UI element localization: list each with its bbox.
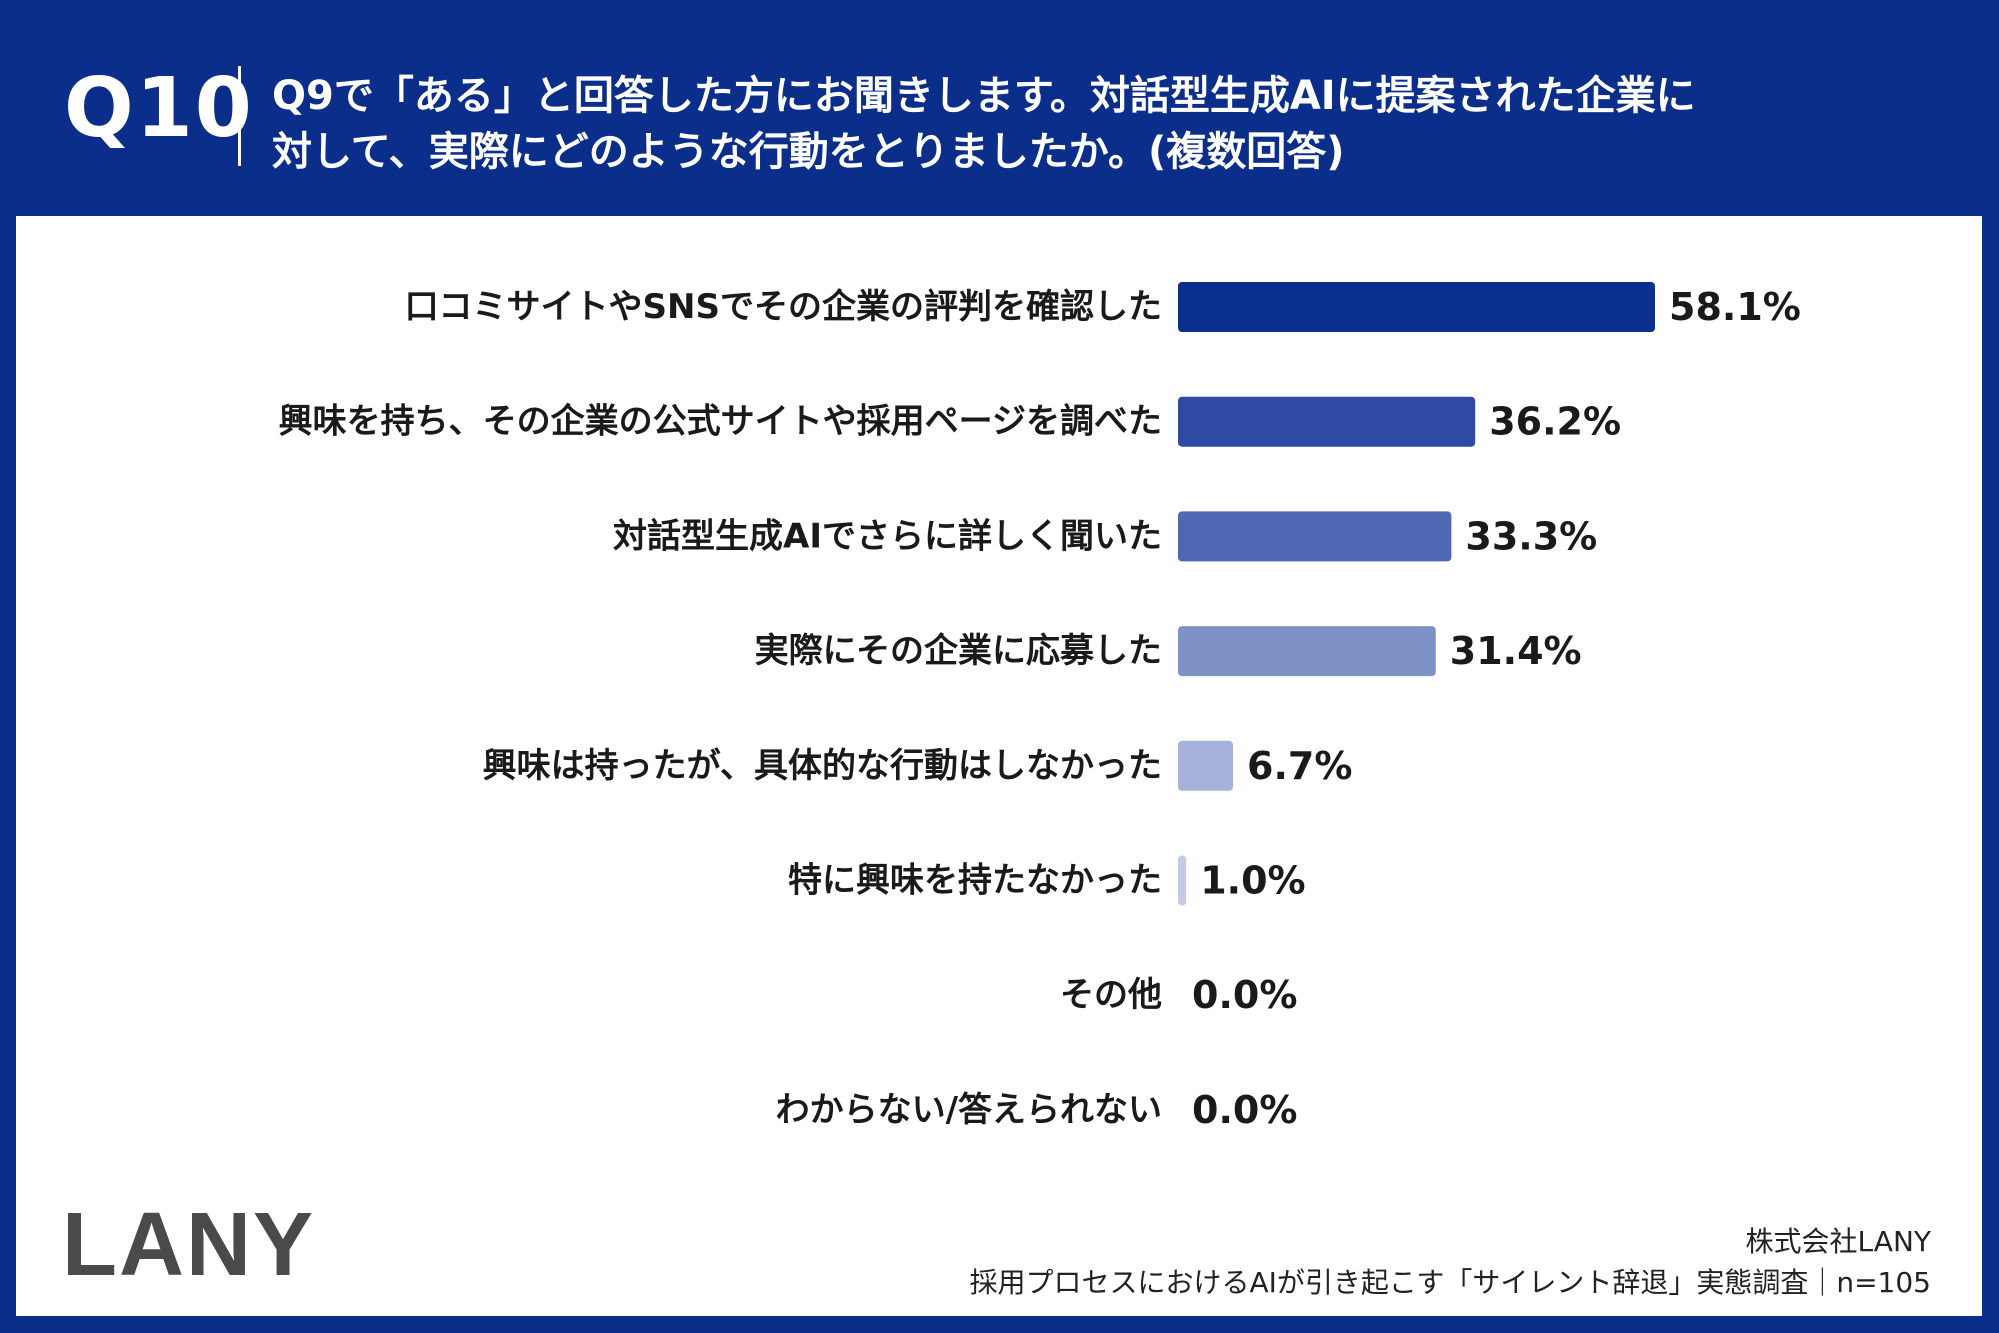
lany-logo: LANY — [62, 1195, 315, 1295]
category-label: 特に興味を持たなかった — [788, 861, 1162, 901]
bar — [1178, 511, 1452, 562]
company-name: 株式会社LANY — [1745, 1225, 1931, 1258]
value-label: 31.4% — [1450, 629, 1582, 673]
bar — [1178, 626, 1436, 677]
question-number: Q10 — [64, 61, 254, 156]
category-label: 実際にその企業に応募した — [755, 631, 1162, 671]
value-label: 36.2% — [1489, 400, 1621, 444]
category-label: 興味は持ったが、具体的な行動はしなかった — [483, 746, 1162, 786]
header-banner: Q10 Q9で「ある」と回答した方にお聞きします。対話型生成AIに提案された企業… — [0, 0, 1999, 216]
question-text: Q9で「ある」と回答した方にお聞きします。対話型生成AIに提案された企業に 対し… — [272, 73, 1696, 175]
category-label: 対話型生成AIでさらに詳しく聞いた — [613, 516, 1162, 556]
category-label: その他 — [1060, 975, 1162, 1015]
bar — [1178, 740, 1234, 791]
category-label: 口コミサイトやSNSでその企業の評判を確認した — [405, 287, 1162, 327]
value-label: 0.0% — [1192, 1088, 1297, 1132]
bar — [1178, 396, 1476, 447]
value-label: 1.0% — [1200, 859, 1305, 903]
header-divider — [238, 66, 241, 166]
bar — [1178, 855, 1187, 906]
value-label: 33.3% — [1465, 514, 1597, 558]
value-label: 0.0% — [1192, 973, 1297, 1017]
bar — [1178, 282, 1655, 332]
category-label: 興味を持ち、その企業の公式サイトや採用ページを調べた — [279, 402, 1162, 442]
value-label: 58.1% — [1669, 285, 1801, 329]
chart-panel — [16, 216, 1982, 1316]
survey-caption: 採用プロセスにおけるAIが引き起こす「サイレント辞退」実態調査｜n=105 — [969, 1266, 1931, 1299]
value-label: 6.7% — [1247, 744, 1352, 788]
source-footer: 株式会社LANY 採用プロセスにおけるAIが引き起こす「サイレント辞退」実態調査… — [969, 1222, 1931, 1304]
category-label: わからない/答えられない — [776, 1090, 1162, 1130]
